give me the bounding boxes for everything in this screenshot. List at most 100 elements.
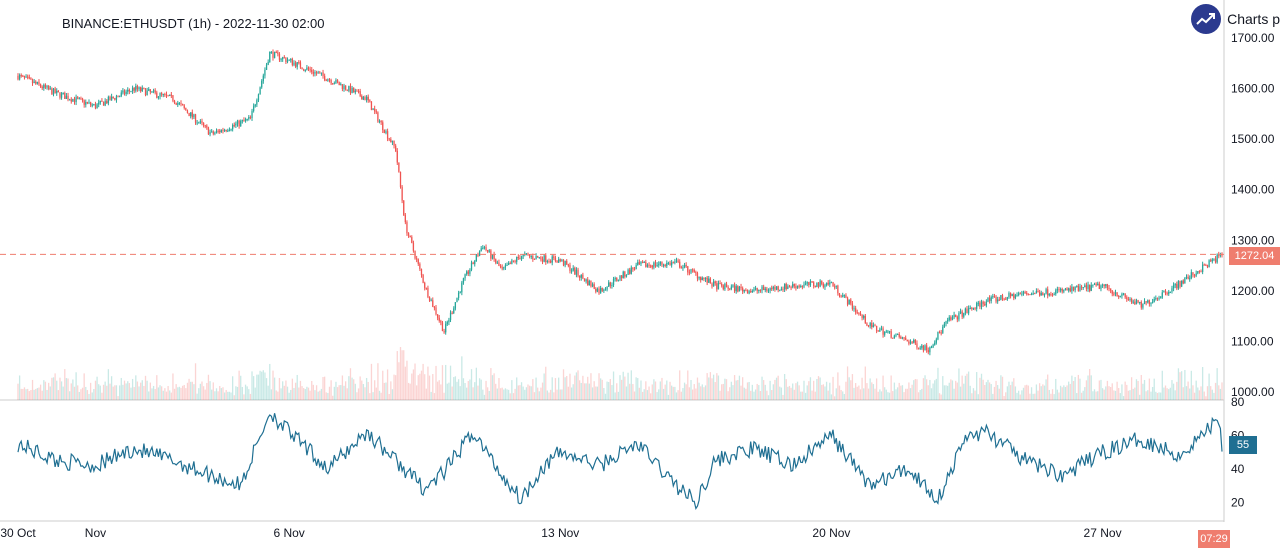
volume-bar xyxy=(682,388,684,400)
volume-bar xyxy=(131,378,134,400)
candle-body xyxy=(415,258,418,260)
candle-body xyxy=(475,254,478,262)
volume-bar xyxy=(277,391,279,400)
candle-body xyxy=(433,306,436,308)
volume-bar xyxy=(164,388,166,400)
volume-bar xyxy=(1214,382,1217,400)
candle-body xyxy=(1156,298,1159,300)
candle-body xyxy=(27,76,29,78)
volume-bar xyxy=(838,385,841,400)
candle-body xyxy=(378,121,381,123)
volume-bar xyxy=(740,385,742,400)
candle-body xyxy=(177,103,179,105)
price-tick-label: 1600.00 xyxy=(1231,82,1275,96)
volume-bar xyxy=(83,373,85,400)
candle-body xyxy=(850,299,852,304)
volume-bar xyxy=(85,386,87,400)
candle-body xyxy=(624,271,626,277)
volume-bar xyxy=(569,373,571,400)
volume-bar xyxy=(99,385,101,400)
candle-body xyxy=(801,286,804,288)
candle-body xyxy=(842,295,844,297)
candle-body xyxy=(1090,285,1092,291)
volume-bar xyxy=(49,386,51,400)
candle-body xyxy=(294,62,297,67)
volume-bar xyxy=(777,375,779,400)
candle-body xyxy=(67,95,69,100)
volume-bar xyxy=(217,391,219,400)
candle-body xyxy=(214,132,216,134)
volume-bar xyxy=(1193,392,1196,400)
volume-bar xyxy=(1101,388,1104,400)
candle-body xyxy=(751,290,753,293)
volume-bar xyxy=(911,384,913,400)
volume-bar xyxy=(480,379,482,400)
candle-body xyxy=(404,215,406,223)
candle-body xyxy=(461,282,463,293)
candle-body xyxy=(262,75,264,82)
volume-bar xyxy=(884,387,886,400)
volume-bar xyxy=(157,387,160,400)
candle-body xyxy=(1189,278,1191,280)
volume-bar xyxy=(762,380,765,400)
volume-bar xyxy=(659,381,661,400)
volume-bar xyxy=(725,379,728,400)
volume-bar xyxy=(942,376,944,400)
candle-body xyxy=(680,267,682,269)
candle-body xyxy=(709,278,712,284)
candle-body xyxy=(1132,301,1134,303)
candle-body xyxy=(1063,290,1065,292)
volume-bar xyxy=(404,366,406,400)
volume-bar xyxy=(25,389,27,400)
volume-bar xyxy=(971,393,973,400)
volume-bar xyxy=(1009,385,1012,400)
candle-body xyxy=(1218,254,1220,256)
volume-bar xyxy=(448,382,450,400)
volume-bar xyxy=(190,381,192,400)
volume-bar xyxy=(420,370,423,400)
volume-bar xyxy=(980,373,983,400)
candle-body xyxy=(1153,299,1155,302)
volume-bar xyxy=(790,387,792,400)
volume-bar xyxy=(403,350,405,400)
volume-bar xyxy=(596,386,599,400)
volume-bar xyxy=(188,378,190,400)
volume-bar xyxy=(446,383,448,400)
volume-bar xyxy=(344,381,347,400)
candle-body xyxy=(411,237,413,243)
candle-body xyxy=(788,286,791,288)
volume-bar xyxy=(771,390,773,400)
volume-bar xyxy=(65,378,68,400)
volume-bar xyxy=(27,388,29,400)
volume-bar xyxy=(874,388,876,400)
volume-bar xyxy=(88,393,90,400)
volume-bar xyxy=(869,378,871,400)
volume-bar xyxy=(46,389,48,400)
volume-bar xyxy=(1064,386,1067,400)
volume-bar xyxy=(341,375,344,400)
volume-bar xyxy=(1218,385,1220,400)
volume-bar xyxy=(288,392,290,400)
volume-bar xyxy=(1089,369,1091,400)
candle-body xyxy=(91,104,93,106)
candle-body xyxy=(1174,284,1176,286)
volume-bar xyxy=(674,386,676,400)
candle-body xyxy=(780,288,783,290)
candle-body xyxy=(1037,291,1039,293)
volume-bar xyxy=(1153,378,1155,400)
volume-bar xyxy=(354,383,356,400)
candle-body xyxy=(570,270,573,272)
volume-bar xyxy=(1069,383,1071,400)
volume-bar xyxy=(517,385,519,400)
volume-bar xyxy=(1076,393,1078,400)
candle-body xyxy=(162,94,164,96)
volume-bar xyxy=(809,377,812,400)
brand-badge[interactable]: Charts p xyxy=(1191,4,1280,34)
candle-body xyxy=(1101,284,1104,286)
candle-body xyxy=(28,77,30,79)
candle-body xyxy=(1105,284,1107,286)
candle-body xyxy=(598,288,600,294)
volume-bar xyxy=(896,387,899,400)
volume-bar xyxy=(519,385,521,400)
